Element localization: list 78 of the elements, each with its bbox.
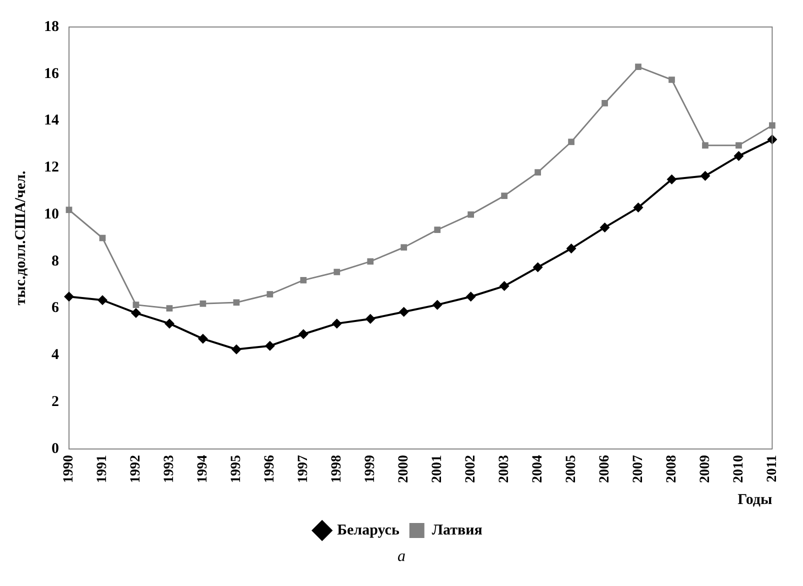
point [64,292,74,302]
point [532,262,543,272]
x-tick-label: 2004 [530,455,546,483]
point [132,302,140,308]
x-tick-label: 2002 [463,455,478,483]
point [602,100,608,106]
point [367,258,374,265]
point [266,291,274,298]
x-tick-label: 2007 [630,455,646,483]
y-tick-label: 12 [44,160,59,176]
x-tick-label: 1994 [196,455,211,483]
point [264,340,275,351]
text: а [396,548,406,566]
y-tick-label: 2 [52,394,59,410]
point [434,226,441,233]
point [501,192,508,199]
y-tick-label: 16 [44,66,60,82]
x-tick-label: 1993 [162,455,178,483]
point [734,150,744,161]
x-tick-label: 2003 [496,455,512,483]
legend-label: Латвия [432,522,482,538]
x-tick-label: 1995 [229,455,244,483]
y-tick-label: 18 [44,18,59,35]
x-tick-label: 1998 [329,455,344,483]
x-tick-label: 2009 [698,455,713,483]
point [130,308,141,318]
y-axis-title: тыс.долл.США/чел. [12,170,29,306]
point [702,142,708,149]
y-tick-label: 8 [52,253,59,270]
x-tick-label: 1999 [362,455,378,483]
point [398,306,409,317]
y-tick-label: 14 [44,112,60,129]
y-tick-label: 10 [44,206,59,222]
x-tick-label: 2006 [597,455,612,483]
legend-label: Беларусь [337,522,400,538]
point [365,314,376,324]
y-tick-label: 4 [52,347,60,364]
y-tick-label: 6 [52,300,60,316]
point [633,202,644,213]
x-axis-title: Годы [738,492,772,508]
point [334,268,340,276]
x-tick-label: 1991 [95,455,110,483]
x-tick-label: 2011 [764,455,780,482]
point [298,329,308,340]
x-tick-label: 2010 [731,455,746,483]
x-tick-label: 1990 [62,455,77,483]
point [332,318,342,329]
y-tick-label: 0 [52,440,59,457]
point [635,64,642,70]
x-tick-label: 2008 [664,455,680,483]
point [466,292,476,302]
point [97,295,108,306]
point [164,318,174,329]
point [600,222,610,232]
point [568,138,574,146]
point [534,169,541,176]
x-tick-label: 1996 [262,455,278,483]
point [166,305,173,312]
point [198,334,208,344]
point [668,76,675,83]
x-tick-label: 1997 [296,455,312,483]
point [700,170,710,181]
point [566,244,576,254]
x-tick-label: 2005 [564,455,579,483]
point [736,142,742,149]
point [468,211,474,218]
x-tick-label: 2000 [396,455,412,483]
x-tick-label: 2001 [430,455,445,483]
point [400,244,408,251]
point [432,300,442,310]
point [66,206,72,214]
x-tick-label: 1992 [128,455,144,483]
point [200,300,206,307]
point [231,344,242,354]
point [233,299,240,306]
point [666,174,677,184]
point [499,281,510,292]
point [300,277,307,284]
